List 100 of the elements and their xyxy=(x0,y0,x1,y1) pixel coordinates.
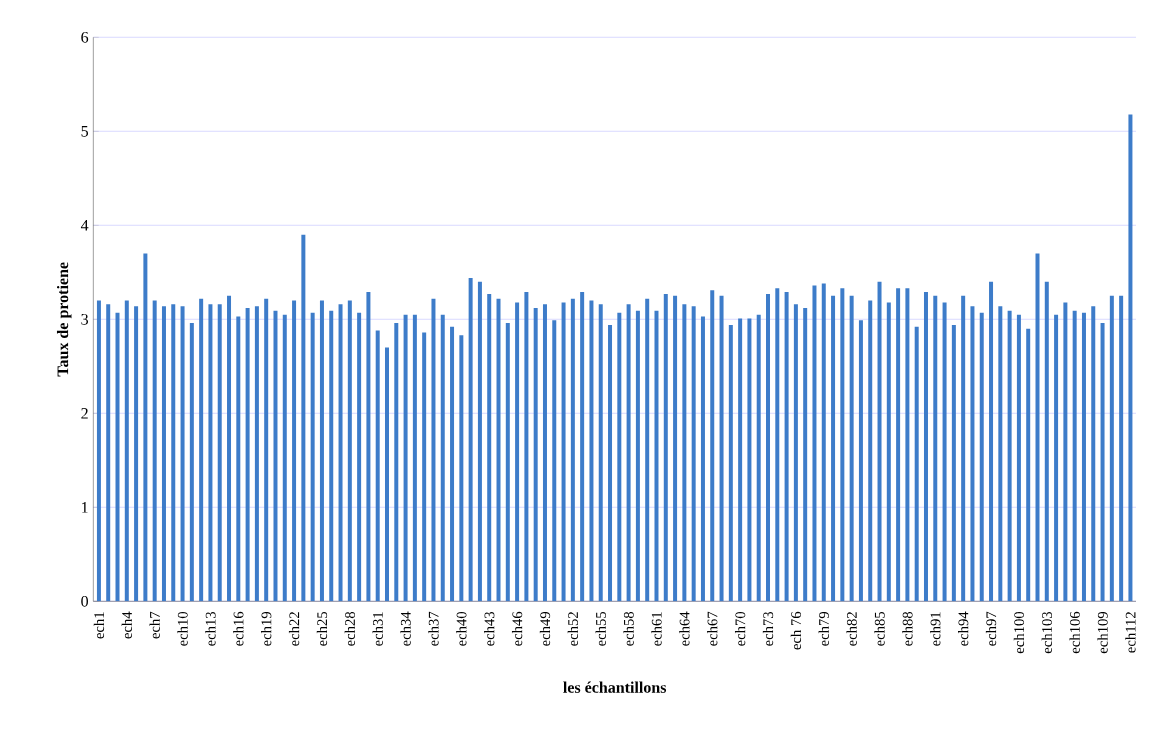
y-tick-label: 2 xyxy=(81,408,88,419)
bar xyxy=(756,314,761,602)
y-tick-label: 6 xyxy=(81,31,89,43)
bar xyxy=(533,308,538,602)
bar xyxy=(1109,295,1114,602)
bar xyxy=(570,298,575,602)
bar xyxy=(580,292,585,602)
bar xyxy=(766,293,770,602)
y-tick-label: 4 xyxy=(80,220,89,231)
bar xyxy=(1100,323,1105,602)
bar xyxy=(552,320,557,602)
bar xyxy=(617,312,622,602)
bar xyxy=(1119,295,1124,602)
bar xyxy=(180,306,185,602)
bar xyxy=(868,300,873,602)
bar xyxy=(1072,310,1077,602)
bar xyxy=(273,310,278,602)
x-tick-label: ech100 xyxy=(1013,611,1025,654)
bar xyxy=(338,304,343,602)
bar xyxy=(477,281,482,602)
bar xyxy=(589,300,594,602)
bar xyxy=(626,304,631,602)
bar xyxy=(1016,314,1021,602)
bar xyxy=(896,288,901,602)
bar xyxy=(1044,281,1049,602)
x-tick-label: ech82 xyxy=(846,612,857,646)
bar xyxy=(691,306,696,602)
bar xyxy=(710,290,715,602)
x-tick-label: ech106 xyxy=(1069,611,1080,654)
x-tick-label: ech91 xyxy=(930,612,941,646)
bar xyxy=(840,288,845,602)
bar xyxy=(124,300,129,602)
bar xyxy=(450,326,455,602)
x-tick-label: ech70 xyxy=(734,611,746,646)
y-axis-title: Taux de protiene xyxy=(56,262,72,377)
bar xyxy=(208,304,213,602)
bar xyxy=(858,320,863,602)
bar xyxy=(496,298,501,602)
bar xyxy=(319,300,324,602)
x-tick-label: ech 76 xyxy=(790,611,802,650)
bar xyxy=(598,304,603,602)
bar xyxy=(561,302,566,602)
bar xyxy=(998,306,1003,602)
y-tick-label: 1 xyxy=(82,502,88,513)
bar xyxy=(793,304,798,602)
bar xyxy=(608,324,613,602)
bar xyxy=(347,300,352,602)
bar xyxy=(282,314,287,602)
bar xyxy=(199,298,204,602)
bar xyxy=(524,292,529,602)
x-tick-label: ech43 xyxy=(484,611,495,646)
bar xyxy=(152,300,157,602)
bar xyxy=(468,277,473,602)
bar xyxy=(961,295,966,602)
x-tick-label: ech97 xyxy=(985,611,997,646)
bar xyxy=(412,314,417,602)
bar xyxy=(812,285,817,602)
bar xyxy=(357,312,362,602)
bar xyxy=(254,306,259,602)
bar xyxy=(877,281,882,602)
x-tick-label: ech4 xyxy=(121,611,132,639)
x-tick-label: ech49 xyxy=(539,611,551,646)
bar xyxy=(375,330,380,602)
x-tick-label: ech55 xyxy=(595,611,606,646)
bar xyxy=(487,293,492,602)
x-tick-label: ech88 xyxy=(902,611,913,646)
bar xyxy=(914,326,919,602)
bar xyxy=(236,316,241,602)
bar xyxy=(115,312,120,602)
x-tick-label: ech46 xyxy=(511,611,523,646)
bar xyxy=(645,298,650,602)
x-tick-label: ech58 xyxy=(623,611,634,646)
bar xyxy=(96,300,101,602)
x-tick-label: ech103 xyxy=(1041,611,1052,654)
x-tick-label: ech79 xyxy=(818,611,829,646)
x-tick-label: ech22 xyxy=(288,612,300,646)
bar xyxy=(394,323,399,602)
bar xyxy=(933,295,938,602)
y-tick-label: 5 xyxy=(81,126,89,137)
bar xyxy=(682,304,687,602)
bar xyxy=(161,306,166,602)
bar xyxy=(1063,302,1068,602)
bar xyxy=(803,308,808,602)
bar xyxy=(403,314,408,602)
x-axis-title: les échantillons xyxy=(563,681,667,693)
x-tick-label: ech61 xyxy=(651,612,662,646)
bar xyxy=(459,335,464,602)
x-tick-label: ech85 xyxy=(874,611,885,646)
bar xyxy=(831,295,836,602)
bar xyxy=(1026,328,1031,602)
bar xyxy=(700,316,705,602)
x-tick-label: ech37 xyxy=(428,611,439,646)
x-tick-label: ech73 xyxy=(762,611,774,646)
bar xyxy=(970,306,975,602)
bar xyxy=(979,312,984,602)
bar xyxy=(1081,312,1086,602)
bar xyxy=(422,332,427,602)
bar xyxy=(738,318,743,602)
x-tick-label: ech52 xyxy=(567,612,579,646)
bar xyxy=(673,295,678,602)
